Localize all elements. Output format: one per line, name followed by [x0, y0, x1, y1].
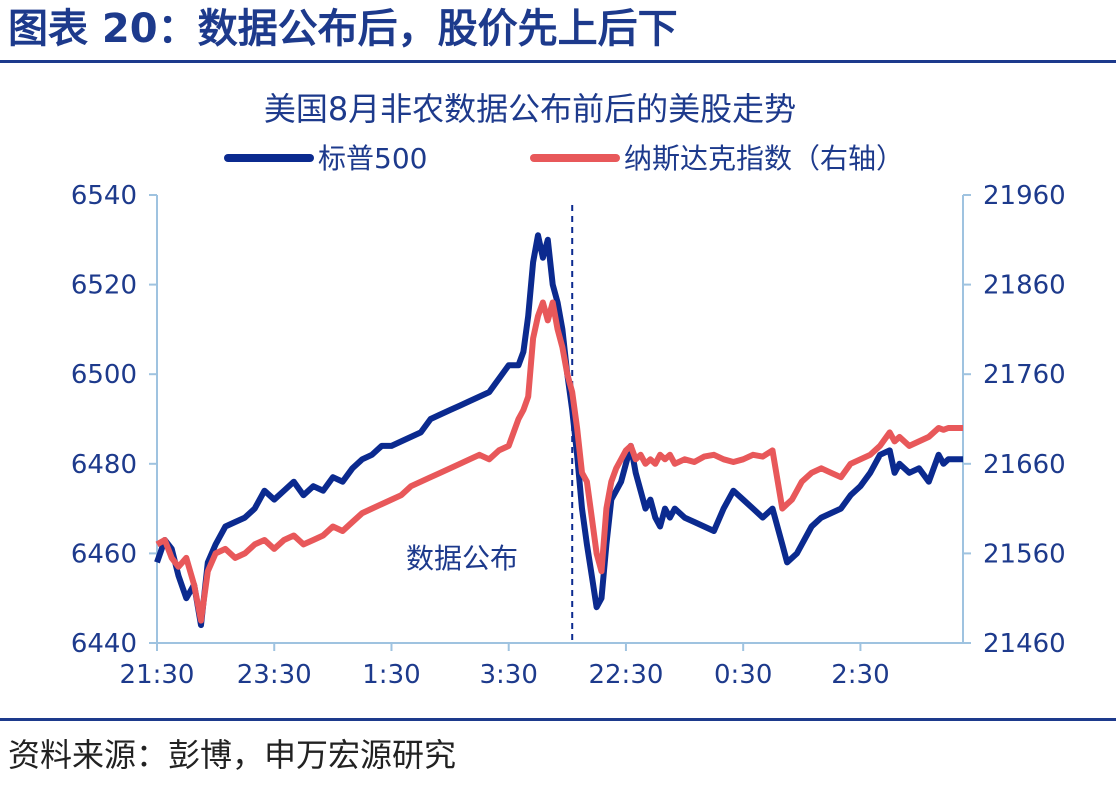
x-tick-label: 21:30	[120, 660, 195, 690]
x-tick-label: 0:30	[714, 660, 772, 690]
x-tick-label: 22:30	[588, 660, 663, 690]
y-right-tick-label: 21460	[983, 629, 1066, 659]
x-tick-label: 1:30	[362, 660, 420, 690]
series-line-sp500	[154, 232, 963, 629]
legend-label-nasdaq: 纳斯达克指数（右轴）	[624, 142, 904, 175]
y-left-tick-label: 6520	[71, 271, 137, 301]
x-tick-label: 23:30	[237, 660, 312, 690]
chart-title: 美国8月非农数据公布前后的美股走势	[264, 90, 796, 128]
y-left-tick-label: 6540	[71, 181, 137, 211]
x-tick-label: 3:30	[480, 660, 538, 690]
y-right-tick-label: 21960	[983, 181, 1066, 211]
figure-title: 图表 20：数据公布后，股价先上后下	[8, 6, 678, 52]
data-release-label: 数据公布	[406, 542, 518, 575]
header-rule	[0, 60, 1116, 63]
footer-rule	[0, 718, 1116, 721]
series-line-nasdaq	[155, 299, 963, 624]
figure-header: 图表 20：数据公布后，股价先上后下	[0, 0, 1116, 63]
y-left-tick-label: 6440	[71, 629, 137, 659]
y-right-tick-label: 21560	[983, 539, 1066, 569]
y-right-tick-label: 21860	[983, 271, 1066, 301]
y-right-tick-label: 21660	[983, 450, 1066, 480]
y-left-tick-label: 6480	[71, 450, 137, 480]
figure-source: 资料来源：彭博，申万宏源研究	[8, 736, 457, 774]
y-right-tick-label: 21760	[983, 360, 1066, 390]
legend-label-sp500: 标普500	[318, 142, 427, 175]
y-left-tick-label: 6500	[71, 360, 137, 390]
y-left-tick-label: 6460	[71, 539, 137, 569]
x-tick-label: 2:30	[831, 660, 889, 690]
